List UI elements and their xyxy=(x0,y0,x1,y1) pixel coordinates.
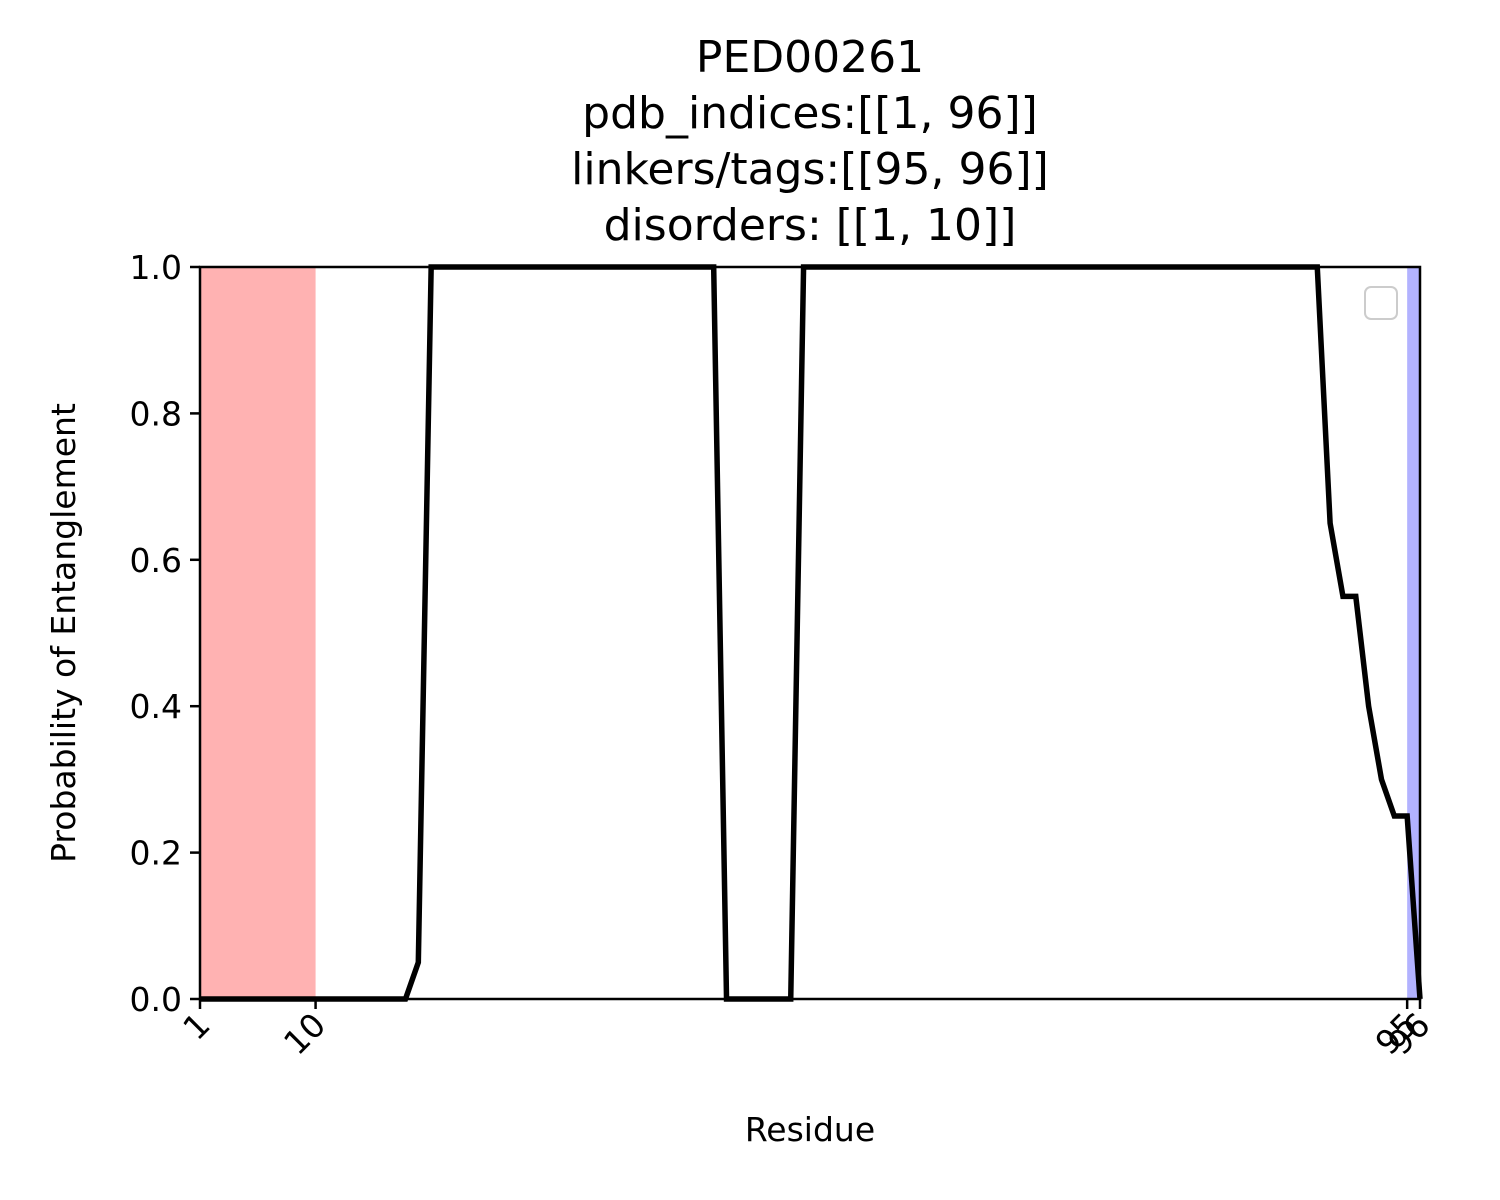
x-axis-label: Residue xyxy=(745,1110,875,1149)
chart-title: PED00261 pdb_indices:[[1, 96]] linkers/t… xyxy=(571,32,1049,251)
chart-title-line-4: disorders: [[1, 10]] xyxy=(604,200,1017,251)
y-tick-label: 0.0 xyxy=(130,980,182,1019)
series-group xyxy=(200,264,1423,1002)
y-tick-label: 0.8 xyxy=(130,394,182,433)
x-tick-label: 10 xyxy=(276,1005,333,1062)
y-axis: 0.0 0.2 0.4 0.6 0.8 1.0 xyxy=(130,248,200,1019)
shaded-region-1 xyxy=(200,267,316,999)
shaded-regions xyxy=(200,267,1420,999)
y-tick-label: 0.4 xyxy=(130,687,182,726)
y-tick-label: 0.2 xyxy=(130,834,182,873)
plot-frame xyxy=(198,265,1422,1001)
chart-title-line-2: pdb_indices:[[1, 96]] xyxy=(582,88,1038,139)
series-line-1 xyxy=(200,264,1423,1002)
chart-title-line-3: linkers/tags:[[95, 96]] xyxy=(571,144,1049,195)
y-axis-label: Probability of Entanglement xyxy=(44,403,83,863)
y-tick-label: 0.6 xyxy=(130,541,182,580)
shaded-region-2 xyxy=(1407,267,1420,999)
chart-title-line-1: PED00261 xyxy=(696,32,924,83)
y-tick-label: 1.0 xyxy=(130,248,182,287)
legend-box xyxy=(1364,286,1398,320)
